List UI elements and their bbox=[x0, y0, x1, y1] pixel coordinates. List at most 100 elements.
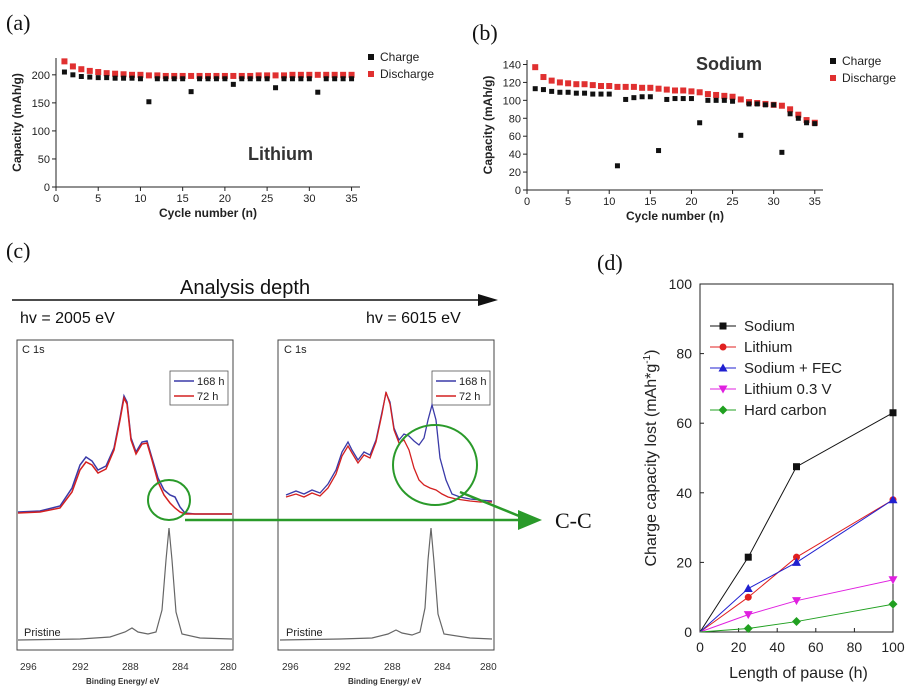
chart-capacity-lost: 0 20 40 60 80 100 0 20 40 60 80 100 Length of pause … bbox=[642, 276, 905, 682]
xps-left-legend-168h: 168 h bbox=[197, 376, 225, 388]
legend-label-charge: Charge bbox=[842, 54, 882, 68]
x-tick-label: 30 bbox=[768, 196, 780, 208]
hv-low-label: hv = 2005 eV bbox=[20, 310, 115, 327]
xps-right-tick-288: 288 bbox=[384, 662, 401, 673]
x-tick-label: 35 bbox=[345, 193, 357, 205]
discharge-point bbox=[179, 72, 186, 79]
x-tick-label: 0 bbox=[696, 639, 704, 655]
charge-point bbox=[656, 148, 662, 154]
xps-right-title: C 1s bbox=[284, 344, 307, 356]
x-tick-label: 30 bbox=[303, 193, 315, 205]
series-line bbox=[699, 412, 894, 633]
discharge-point bbox=[221, 72, 228, 79]
y-tick-label: 100 bbox=[503, 95, 521, 107]
discharge-point bbox=[729, 93, 736, 100]
charge-point bbox=[61, 69, 67, 75]
x-tick-label: 40 bbox=[769, 639, 785, 655]
xps-panel: Analysis depth hv = 2005 eV hv = 6015 eV… bbox=[12, 277, 592, 686]
charge-point bbox=[171, 76, 177, 82]
discharge-point bbox=[540, 74, 547, 81]
discharge-point bbox=[348, 71, 355, 78]
xps-right-ticks: 296 292 288 284 280 bbox=[282, 662, 497, 673]
charge-point bbox=[349, 76, 355, 82]
series-point bbox=[793, 463, 800, 471]
x-tick-label: 15 bbox=[644, 196, 656, 208]
discharge-point bbox=[264, 72, 271, 79]
discharge-point bbox=[281, 72, 287, 79]
y-tick-label: 40 bbox=[676, 485, 692, 501]
y-tick-label: 100 bbox=[669, 276, 693, 292]
legend-marker bbox=[719, 343, 727, 351]
xps-right-tick-280: 280 bbox=[480, 662, 497, 673]
series-line bbox=[699, 499, 894, 633]
xps-left-legend-72h: 72 h bbox=[197, 391, 218, 403]
y-tick-label: 40 bbox=[509, 149, 521, 161]
charge-point bbox=[188, 89, 194, 95]
discharge-point bbox=[663, 86, 670, 93]
charge-point bbox=[112, 75, 118, 81]
xps-right-curve-168h bbox=[285, 390, 493, 502]
charge-point bbox=[532, 86, 538, 92]
xps-right-legend-72h: 72 h bbox=[459, 391, 480, 403]
discharge-point bbox=[120, 71, 127, 78]
charge-point bbox=[730, 98, 736, 104]
discharge-point bbox=[556, 79, 563, 86]
panel-label-c: (c) bbox=[6, 238, 30, 263]
discharge-point bbox=[532, 64, 539, 71]
x-tick-label: 20 bbox=[731, 639, 747, 655]
charge-point bbox=[680, 96, 686, 102]
x-tick-label: 0 bbox=[524, 196, 530, 208]
series-point bbox=[743, 611, 753, 620]
charge-point bbox=[557, 89, 563, 95]
charge-point bbox=[340, 76, 346, 82]
charge-point bbox=[163, 76, 169, 82]
legend-marker-discharge bbox=[830, 75, 836, 81]
y-axis-title: Capacity (mAh/g) bbox=[481, 76, 495, 175]
discharge-point bbox=[154, 72, 161, 79]
charge-point bbox=[795, 115, 801, 121]
charge-point bbox=[647, 94, 653, 100]
discharge-point bbox=[696, 89, 703, 96]
chart-lithium-capacity: 0 5 10 15 20 25 30 35 0 50 100 150 200 Cycle number (… bbox=[10, 50, 434, 220]
charge-point bbox=[289, 76, 295, 82]
charge-point bbox=[222, 76, 228, 82]
xps-left-ticks: 296 292 288 284 280 bbox=[20, 662, 237, 673]
series-point bbox=[889, 409, 897, 417]
charge-point bbox=[154, 76, 160, 82]
series-point bbox=[792, 557, 801, 566]
y-tick-label: 80 bbox=[509, 113, 521, 125]
series-line bbox=[699, 603, 894, 633]
charge-point bbox=[70, 72, 76, 78]
discharge-point bbox=[112, 70, 119, 77]
xps-left-tick-292: 292 bbox=[72, 662, 89, 673]
series-point bbox=[793, 553, 800, 561]
y-tick-label: 0 bbox=[684, 624, 692, 640]
charge-point bbox=[705, 97, 711, 103]
charge-point bbox=[606, 91, 612, 97]
xps-right-legend-box bbox=[431, 370, 491, 406]
charge-point bbox=[273, 85, 279, 91]
series-point bbox=[792, 597, 801, 606]
y-tick-label: 100 bbox=[32, 126, 50, 138]
charge-point bbox=[78, 74, 84, 80]
series-point bbox=[743, 624, 753, 634]
charge-point bbox=[213, 76, 219, 82]
y-tick-label: 120 bbox=[503, 77, 521, 89]
xps-left-curve-168h bbox=[17, 393, 232, 515]
y-tick-label: 60 bbox=[676, 415, 692, 431]
charge-point bbox=[812, 121, 818, 127]
discharge-point bbox=[589, 82, 596, 89]
charge-point bbox=[779, 149, 785, 155]
discharge-point bbox=[548, 77, 555, 84]
series-point bbox=[888, 599, 898, 609]
discharge-point bbox=[188, 72, 195, 79]
xps-left-xlabel: Binding Energy/ eV bbox=[86, 677, 160, 686]
charge-point bbox=[590, 91, 596, 97]
discharge-point bbox=[255, 72, 262, 79]
legend-marker bbox=[719, 322, 727, 330]
charge-point bbox=[614, 163, 620, 169]
charge-point bbox=[87, 74, 93, 80]
y-tick-label: 150 bbox=[32, 98, 50, 110]
discharge-point bbox=[672, 87, 678, 94]
hv-high-label: hv = 6015 eV bbox=[366, 310, 461, 327]
